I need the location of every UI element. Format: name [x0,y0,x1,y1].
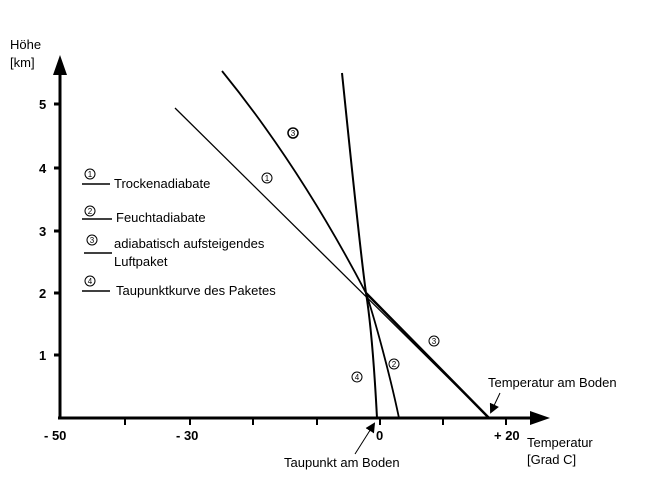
y-axis-title-line1: Höhe [10,37,41,52]
svg-text:Trockenadiabate: Trockenadiabate [114,176,210,191]
y-tick-label-3: 3 [39,224,46,239]
svg-text:Feuchtadiabate: Feuchtadiabate [116,210,206,225]
curve-marker-1: 1 [261,172,273,184]
legend-item-dewpoint: 4 Taupunktkurve des Paketes [82,275,276,298]
surface-dewpoint-label: Taupunkt am Boden [284,455,400,470]
surface-temperature-label: Temperatur am Boden [488,375,617,390]
x-axis-arrow [530,411,550,425]
svg-text:adiabatisch aufsteigendes: adiabatisch aufsteigendes [114,236,265,251]
legend-item-parcel: 3 adiabatisch aufsteigendes Luftpaket [84,234,265,269]
x-tick-label-minus30: - 30 [176,428,198,443]
svg-text:4: 4 [355,373,360,382]
curve-marker-3-upper: 3 [287,127,299,139]
y-tick-label-4: 4 [39,161,47,176]
svg-text:1: 1 [265,174,270,183]
legend-item-dry-adiabat: 1 Trockenadiabate [82,168,210,191]
svg-text:Taupunktkurve des Paketes: Taupunktkurve des Paketes [116,283,276,298]
surface-temperature-arrow [489,392,501,414]
x-tick-label-plus20: + 20 [494,428,520,443]
x-ticks [124,418,507,425]
svg-text:3: 3 [291,129,296,138]
svg-text:2: 2 [88,207,93,216]
curve-marker-3-lower: 3 [428,335,440,347]
x-tick-label-minus50: - 50 [44,428,66,443]
svg-text:4: 4 [88,277,93,286]
surface-dewpoint-arrow [354,422,376,455]
y-tick-label-2: 2 [39,286,46,301]
svg-text:2: 2 [392,360,397,369]
curve-marker-4: 4 [351,371,363,383]
svg-text:Luftpaket: Luftpaket [114,254,168,269]
x-axis-title-line2: [Grad C] [527,452,576,467]
svg-text:3: 3 [432,337,437,346]
y-tick-label-5: 5 [39,97,46,112]
dewpoint-curve [341,72,378,419]
svg-text:1: 1 [88,170,93,179]
x-tick-label-0: 0 [376,428,383,443]
curve-marker-2: 2 [388,358,400,370]
x-axis-title-line1: Temperatur [527,435,593,450]
y-ticks [54,102,60,357]
svg-text:3: 3 [90,236,95,245]
y-axis-title-line2: [km] [10,55,35,70]
legend: 1 Trockenadiabate 2 Feuchtadiabate 3 adi… [82,168,276,298]
y-tick-label-1: 1 [39,348,46,363]
parcel-lower-line [365,292,490,419]
moist-adiabat-curve [221,70,400,419]
y-axis-arrow [53,55,67,75]
legend-item-moist-adiabat: 2 Feuchtadiabate [82,205,206,225]
